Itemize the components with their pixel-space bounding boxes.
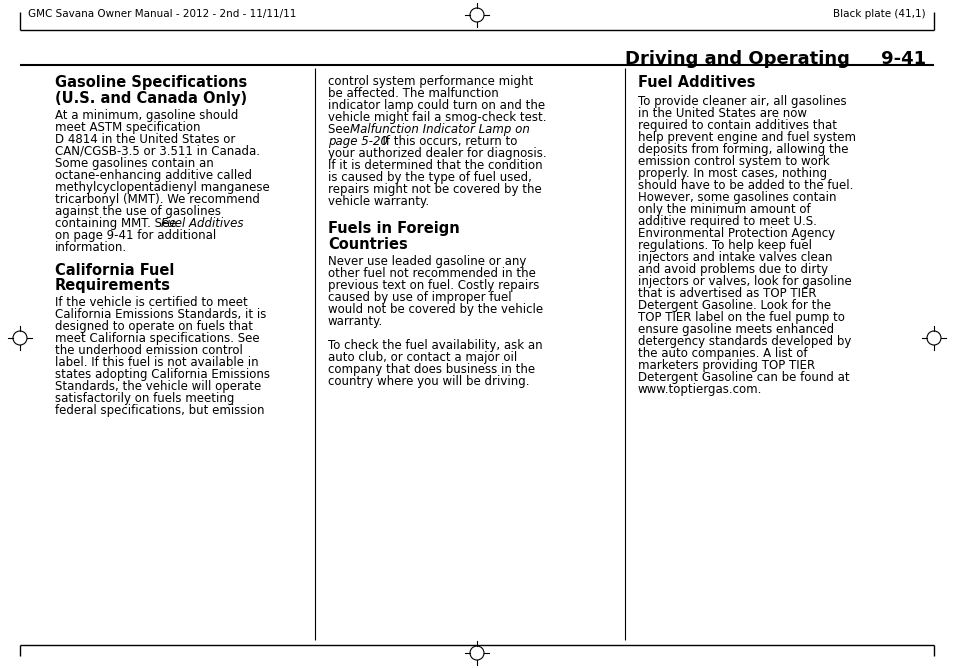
Text: Fuels in Foreign: Fuels in Foreign <box>328 221 459 236</box>
Text: Fuel Additives: Fuel Additives <box>638 75 755 90</box>
Text: deposits from forming, allowing the: deposits from forming, allowing the <box>638 143 847 156</box>
Text: www.toptiergas.com.: www.toptiergas.com. <box>638 383 761 396</box>
Text: ensure gasoline meets enhanced: ensure gasoline meets enhanced <box>638 323 833 336</box>
Text: D 4814 in the United States or: D 4814 in the United States or <box>55 133 235 146</box>
Text: previous text on fuel. Costly repairs: previous text on fuel. Costly repairs <box>328 279 538 292</box>
Text: information.: information. <box>55 240 127 254</box>
Text: However, some gasolines contain: However, some gasolines contain <box>638 191 836 204</box>
Text: (U.S. and Canada Only): (U.S. and Canada Only) <box>55 91 247 106</box>
Text: against the use of gasolines: against the use of gasolines <box>55 204 221 218</box>
Text: and avoid problems due to dirty: and avoid problems due to dirty <box>638 263 827 276</box>
Text: required to contain additives that: required to contain additives that <box>638 119 836 132</box>
Text: meet ASTM specification: meet ASTM specification <box>55 121 200 134</box>
Text: Malfunction Indicator Lamp on: Malfunction Indicator Lamp on <box>350 123 529 136</box>
Text: TOP TIER label on the fuel pump to: TOP TIER label on the fuel pump to <box>638 311 844 324</box>
Text: states adopting California Emissions: states adopting California Emissions <box>55 368 270 381</box>
Text: designed to operate on fuels that: designed to operate on fuels that <box>55 320 253 333</box>
Text: Environmental Protection Agency: Environmental Protection Agency <box>638 227 834 240</box>
Text: If it is determined that the condition: If it is determined that the condition <box>328 159 542 172</box>
Text: Some gasolines contain an: Some gasolines contain an <box>55 156 213 170</box>
Text: on page 9-41 for additional: on page 9-41 for additional <box>55 228 216 242</box>
Text: Driving and Operating     9-41: Driving and Operating 9-41 <box>624 50 925 68</box>
Text: tricarbonyl (MMT). We recommend: tricarbonyl (MMT). We recommend <box>55 192 259 206</box>
Text: help prevent engine and fuel system: help prevent engine and fuel system <box>638 131 855 144</box>
Text: octane-enhancing additive called: octane-enhancing additive called <box>55 168 252 182</box>
Text: vehicle might fail a smog-check test.: vehicle might fail a smog-check test. <box>328 111 546 124</box>
Text: company that does business in the: company that does business in the <box>328 363 535 375</box>
Text: meet California specifications. See: meet California specifications. See <box>55 332 259 345</box>
Text: is caused by the type of fuel used,: is caused by the type of fuel used, <box>328 171 532 184</box>
Text: label. If this fuel is not available in: label. If this fuel is not available in <box>55 356 258 369</box>
Text: warranty.: warranty. <box>328 315 383 327</box>
Text: control system performance might: control system performance might <box>328 75 533 88</box>
Text: Black plate (41,1): Black plate (41,1) <box>833 9 925 19</box>
Text: the auto companies. A list of: the auto companies. A list of <box>638 347 806 360</box>
Text: California Fuel: California Fuel <box>55 263 174 278</box>
Text: other fuel not recommended in the: other fuel not recommended in the <box>328 267 536 280</box>
Text: injectors or valves, look for gasoline: injectors or valves, look for gasoline <box>638 275 851 288</box>
Text: Fuel Additives: Fuel Additives <box>161 216 243 230</box>
Text: properly. In most cases, nothing: properly. In most cases, nothing <box>638 167 826 180</box>
Text: indicator lamp could turn on and the: indicator lamp could turn on and the <box>328 99 544 112</box>
Text: would not be covered by the vehicle: would not be covered by the vehicle <box>328 303 542 315</box>
Text: regulations. To help keep fuel: regulations. To help keep fuel <box>638 239 811 252</box>
Text: methylcyclopentadienyl manganese: methylcyclopentadienyl manganese <box>55 180 270 194</box>
Text: vehicle warranty.: vehicle warranty. <box>328 195 429 208</box>
Text: satisfactorily on fuels meeting: satisfactorily on fuels meeting <box>55 392 234 405</box>
Text: If the vehicle is certified to meet: If the vehicle is certified to meet <box>55 296 248 309</box>
Text: See: See <box>328 123 354 136</box>
Text: detergency standards developed by: detergency standards developed by <box>638 335 850 348</box>
Text: repairs might not be covered by the: repairs might not be covered by the <box>328 183 541 196</box>
Text: injectors and intake valves clean: injectors and intake valves clean <box>638 251 832 264</box>
Text: containing MMT. See: containing MMT. See <box>55 216 180 230</box>
Text: To check the fuel availability, ask an: To check the fuel availability, ask an <box>328 339 542 351</box>
Text: only the minimum amount of: only the minimum amount of <box>638 203 810 216</box>
Text: Requirements: Requirements <box>55 279 171 293</box>
Text: be affected. The malfunction: be affected. The malfunction <box>328 87 498 100</box>
Text: in the United States are now: in the United States are now <box>638 107 806 120</box>
Text: At a minimum, gasoline should: At a minimum, gasoline should <box>55 109 238 122</box>
Text: page 5-20: page 5-20 <box>328 135 388 148</box>
Text: Standards, the vehicle will operate: Standards, the vehicle will operate <box>55 380 261 393</box>
Text: auto club, or contact a major oil: auto club, or contact a major oil <box>328 351 517 363</box>
Text: CAN/CGSB-3.5 or 3.511 in Canada.: CAN/CGSB-3.5 or 3.511 in Canada. <box>55 144 260 158</box>
Text: To provide cleaner air, all gasolines: To provide cleaner air, all gasolines <box>638 95 845 108</box>
Text: Detergent Gasoline. Look for the: Detergent Gasoline. Look for the <box>638 299 830 312</box>
Text: should have to be added to the fuel.: should have to be added to the fuel. <box>638 179 853 192</box>
Text: additive required to meet U.S.: additive required to meet U.S. <box>638 215 816 228</box>
Text: Detergent Gasoline can be found at: Detergent Gasoline can be found at <box>638 371 849 384</box>
Text: . If this occurs, return to: . If this occurs, return to <box>375 135 517 148</box>
Text: Countries: Countries <box>328 236 407 252</box>
Text: Gasoline Specifications: Gasoline Specifications <box>55 75 247 90</box>
Text: California Emissions Standards, it is: California Emissions Standards, it is <box>55 308 266 321</box>
Text: your authorized dealer for diagnosis.: your authorized dealer for diagnosis. <box>328 147 546 160</box>
Text: caused by use of improper fuel: caused by use of improper fuel <box>328 291 511 303</box>
Text: that is advertised as TOP TIER: that is advertised as TOP TIER <box>638 287 816 300</box>
Text: GMC Savana Owner Manual - 2012 - 2nd - 11/11/11: GMC Savana Owner Manual - 2012 - 2nd - 1… <box>28 9 296 19</box>
Text: emission control system to work: emission control system to work <box>638 155 829 168</box>
Text: Never use leaded gasoline or any: Never use leaded gasoline or any <box>328 255 526 268</box>
Text: marketers providing TOP TIER: marketers providing TOP TIER <box>638 359 814 372</box>
Text: federal specifications, but emission: federal specifications, but emission <box>55 404 264 418</box>
Text: country where you will be driving.: country where you will be driving. <box>328 375 529 387</box>
Text: the underhood emission control: the underhood emission control <box>55 344 243 357</box>
